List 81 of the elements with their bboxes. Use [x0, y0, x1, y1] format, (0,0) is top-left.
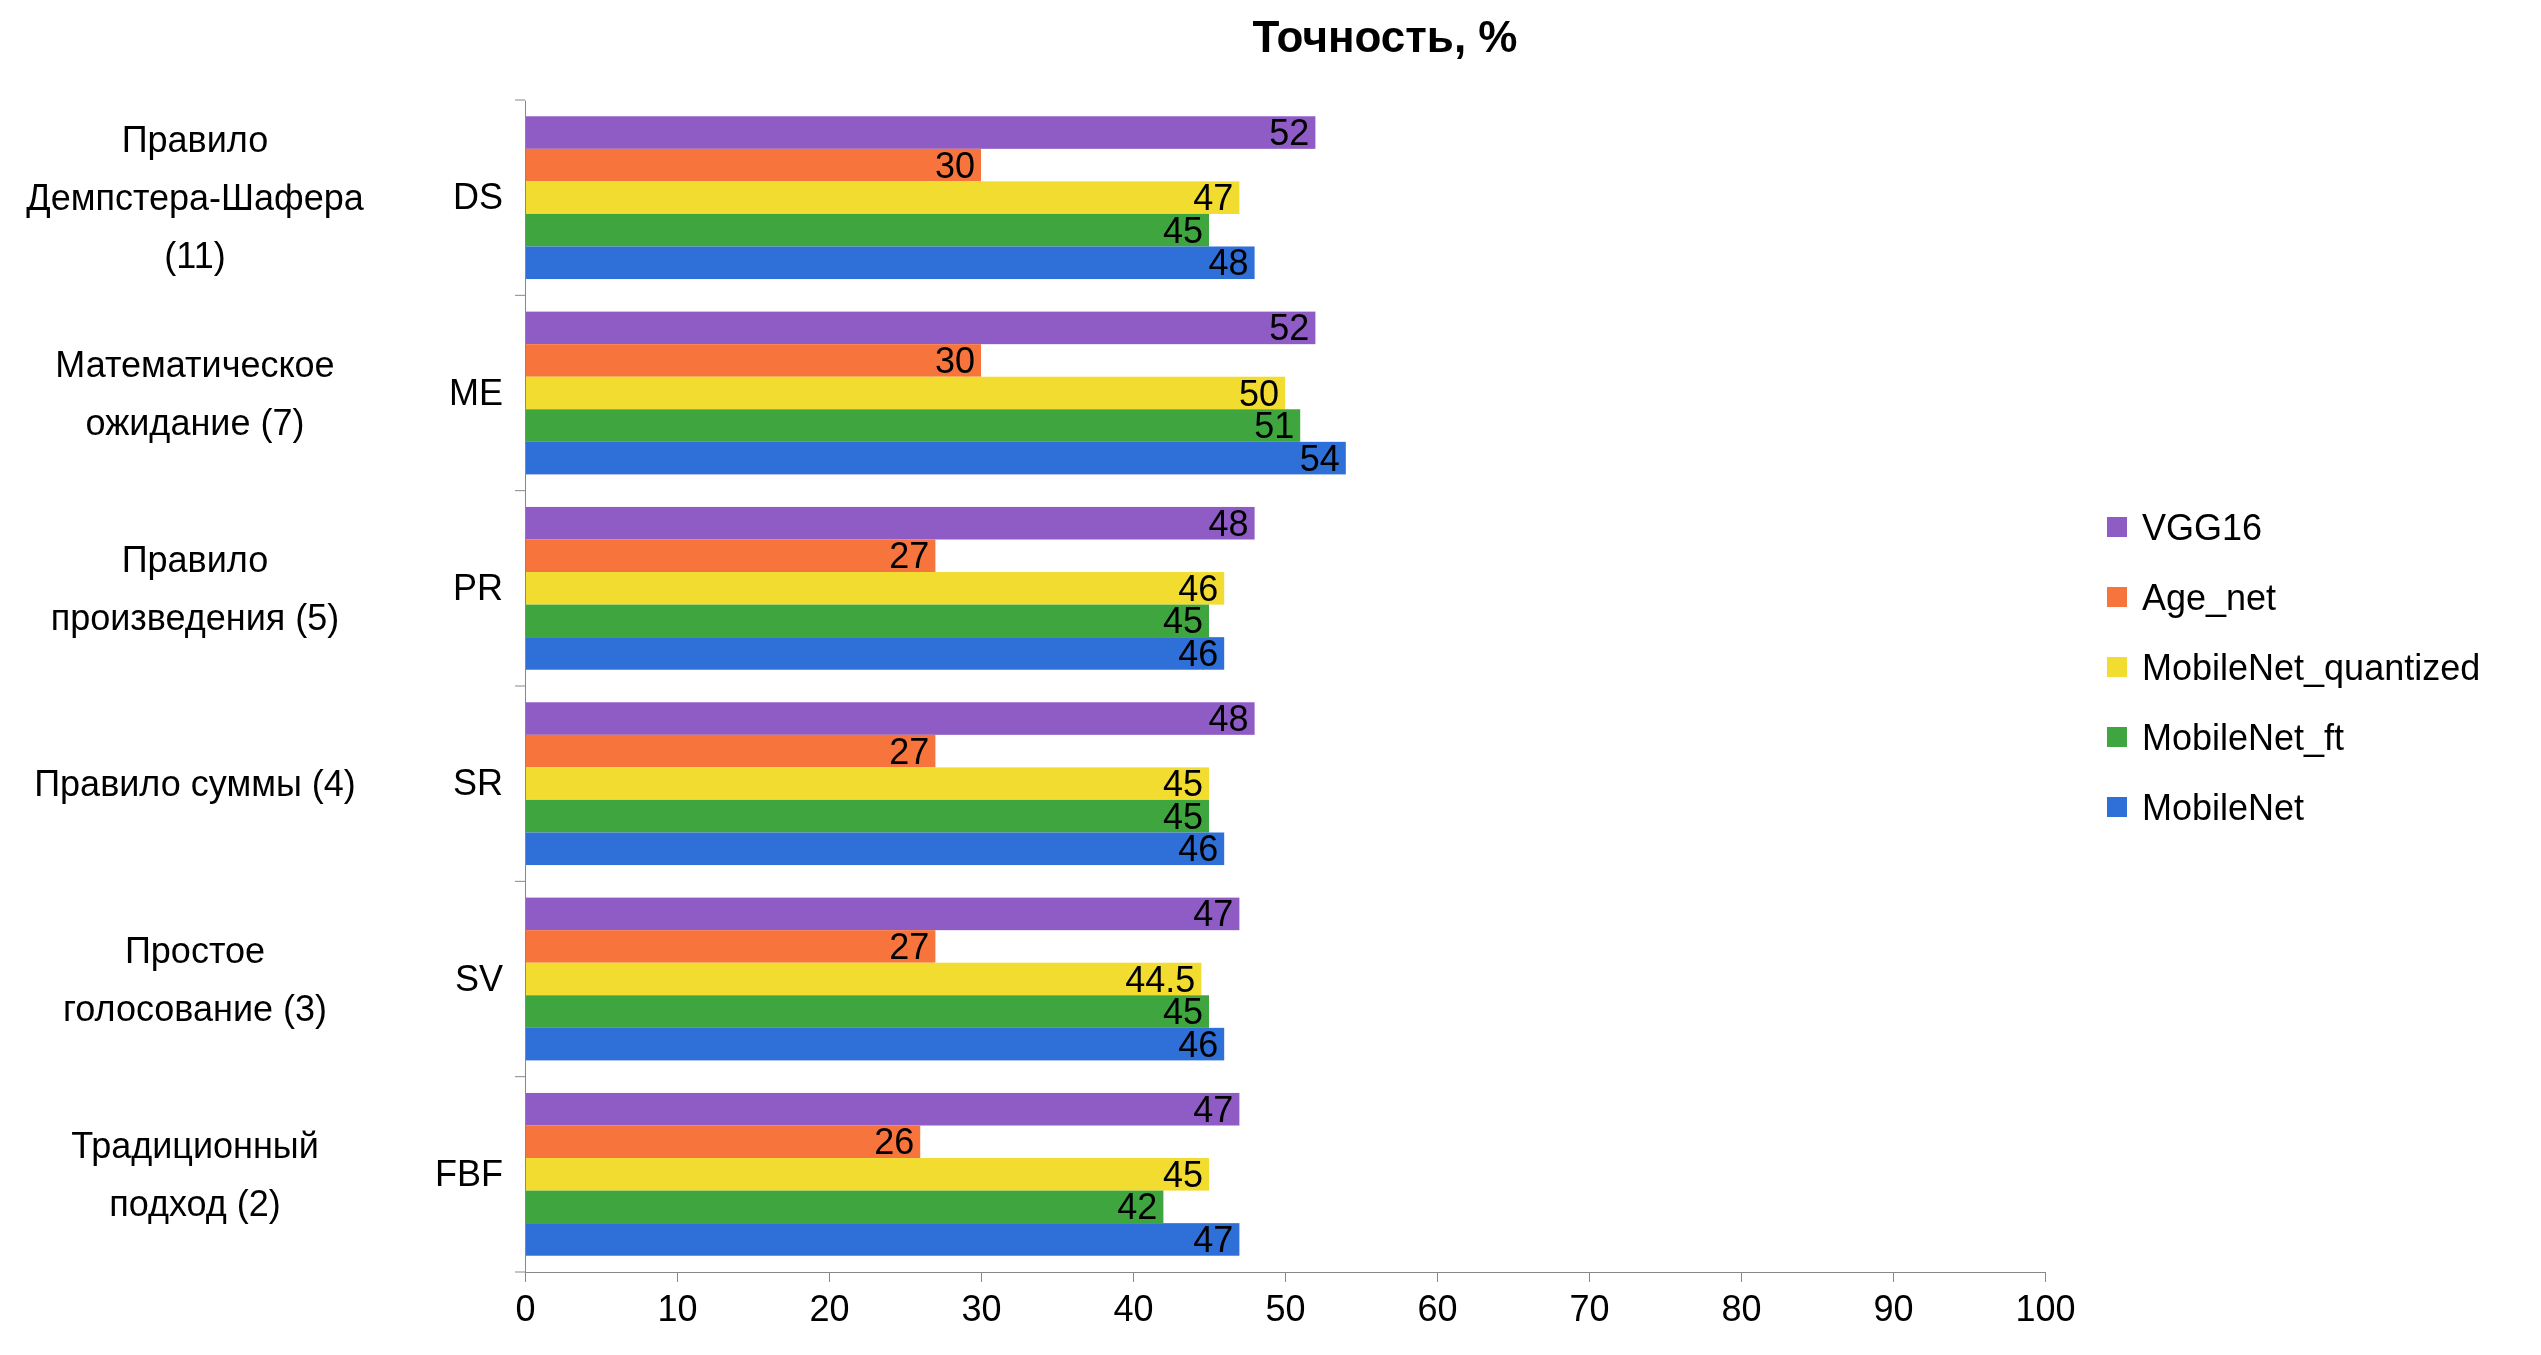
bar: [525, 116, 1316, 149]
data-label: 51: [1254, 405, 1295, 447]
x-tick-label: 50: [1265, 1288, 1306, 1329]
data-label: 46: [1178, 828, 1219, 870]
text: Правило Демпстера-Шафера (11): [26, 119, 365, 277]
bar: [525, 702, 1255, 735]
data-label: 30: [934, 144, 975, 186]
data-label: 27: [889, 730, 930, 772]
data-label: 42: [1117, 1186, 1158, 1228]
text: Математическое ожидание (7): [55, 343, 335, 443]
x-tick-label: 90: [1873, 1288, 1914, 1329]
legend-label: MobileNet: [2142, 786, 2305, 828]
text: Правило произведения (5): [50, 538, 340, 638]
data-label: 27: [889, 926, 930, 968]
x-tick-label: 0: [515, 1288, 536, 1329]
bar: [525, 637, 1225, 670]
y-tick-label: SV: [454, 957, 503, 999]
data-label: 48: [1208, 502, 1249, 544]
text: Традиционный подход (2): [71, 1124, 319, 1224]
bar: [525, 1027, 1225, 1061]
text: Простое голосование (3): [62, 929, 328, 1029]
legend-label: MobileNet_ft: [2142, 716, 2345, 758]
x-tick-label: 60: [1417, 1288, 1458, 1329]
data-label: 46: [1178, 1023, 1219, 1065]
x-tick-label: 40: [1113, 1288, 1154, 1329]
bar: [525, 799, 1209, 833]
y-tick-label: SR: [452, 762, 503, 804]
bar: [525, 376, 1285, 410]
bar: [525, 572, 1225, 605]
data-label: 54: [1299, 437, 1340, 479]
bar: [525, 246, 1255, 280]
bar: [525, 734, 936, 768]
text: Правило суммы (4): [34, 763, 356, 805]
data-label: 46: [1178, 633, 1219, 675]
data-label: 52: [1269, 307, 1310, 349]
bar: [525, 1223, 1240, 1256]
data-label: 48: [1208, 242, 1249, 284]
y-tick-label: PR: [452, 566, 503, 608]
bar: [525, 1125, 921, 1159]
data-label: 26: [874, 1121, 915, 1163]
y-tick-label: FBF: [435, 1152, 503, 1194]
x-tick-label: 20: [809, 1288, 850, 1329]
x-tick-label: 80: [1721, 1288, 1762, 1329]
bar: [525, 539, 936, 573]
bar: [525, 213, 1209, 247]
bar: [525, 962, 1202, 996]
data-label: 45: [1162, 209, 1203, 251]
bar: [525, 897, 1240, 931]
x-tick-label: 100: [2015, 1288, 2076, 1329]
legend-label: Age_net: [2142, 576, 2277, 618]
x-tick-label: 70: [1569, 1288, 1610, 1329]
bar: [525, 930, 936, 963]
data-label: 45: [1162, 1153, 1203, 1195]
bar: [525, 344, 981, 377]
chart-title: Точность, %: [1252, 12, 1518, 61]
bar: [525, 995, 1209, 1028]
data-label: 27: [889, 535, 930, 577]
bar: [525, 148, 981, 182]
data-label: 47: [1193, 893, 1234, 935]
bar: [525, 1092, 1240, 1126]
bar: [525, 1158, 1209, 1191]
bar: [525, 506, 1255, 540]
data-label: 52: [1269, 112, 1310, 154]
data-label: 47: [1193, 1219, 1234, 1261]
bar: [525, 604, 1209, 638]
bar: [525, 181, 1240, 214]
x-tick-label: 10: [657, 1288, 698, 1329]
bar: [525, 441, 1346, 475]
y-tick-label: ME: [449, 371, 503, 413]
x-tick-label: 30: [961, 1288, 1002, 1329]
bar: [525, 409, 1301, 442]
bar: [525, 832, 1225, 866]
legend-label: VGG16: [2142, 506, 2263, 548]
bar: [525, 311, 1316, 345]
y-tick-label: DS: [452, 176, 503, 218]
bar: [525, 767, 1209, 800]
data-label: 47: [1193, 1088, 1234, 1130]
data-label: 30: [934, 340, 975, 382]
data-label: 48: [1208, 698, 1249, 740]
bar: [525, 1190, 1164, 1224]
legend-label: MobileNet_quantized: [2142, 646, 2481, 688]
